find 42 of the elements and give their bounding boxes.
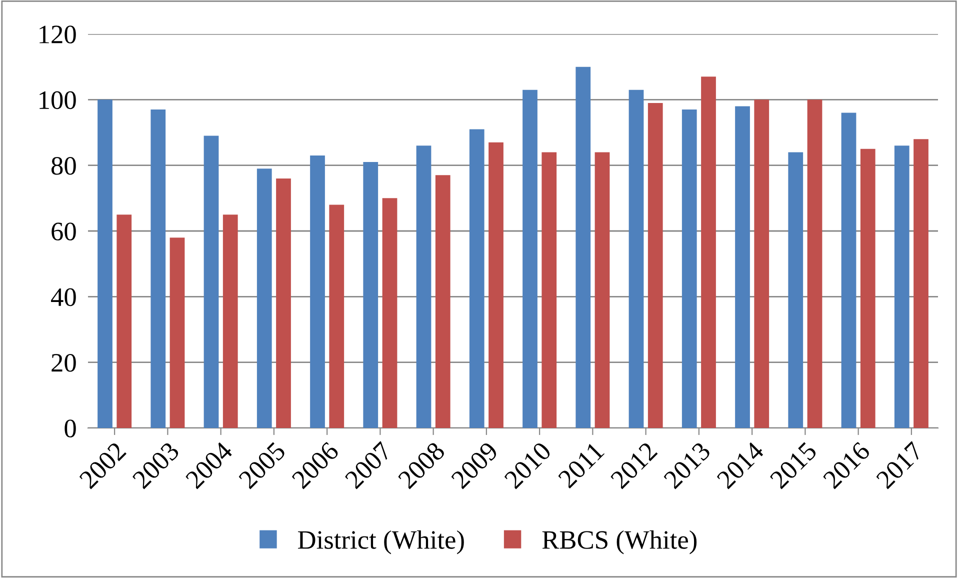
bar bbox=[488, 142, 504, 428]
bar bbox=[542, 152, 557, 428]
bar bbox=[416, 146, 432, 428]
legend-label: RBCS (White) bbox=[542, 530, 697, 554]
bar bbox=[522, 90, 538, 428]
y-tick-label: 40 bbox=[51, 288, 76, 306]
bar bbox=[841, 112, 856, 428]
y-tick-label: 0 bbox=[64, 420, 76, 438]
bar bbox=[222, 214, 238, 428]
y-tick-label: 60 bbox=[52, 222, 76, 240]
bar bbox=[435, 175, 450, 428]
bar bbox=[204, 136, 219, 428]
x-tick-label: 2011 bbox=[557, 441, 605, 489]
bar bbox=[276, 178, 291, 428]
y-tick-label: 80 bbox=[52, 156, 76, 175]
bar bbox=[701, 76, 716, 428]
bar bbox=[860, 148, 876, 428]
y-tick-label: 100 bbox=[40, 91, 76, 110]
bar bbox=[310, 155, 325, 428]
bar bbox=[98, 100, 112, 428]
y-tick-label: 120 bbox=[40, 26, 76, 44]
bar bbox=[682, 110, 697, 428]
bar bbox=[469, 129, 484, 428]
bar bbox=[594, 152, 610, 428]
bar bbox=[628, 90, 644, 428]
bar bbox=[170, 238, 185, 428]
bar bbox=[648, 102, 663, 428]
bar bbox=[807, 100, 822, 428]
y-tick-label: 20 bbox=[52, 354, 76, 372]
bar bbox=[116, 214, 132, 428]
bar bbox=[329, 204, 344, 428]
bar bbox=[894, 146, 910, 428]
bar bbox=[914, 139, 928, 428]
bar bbox=[754, 100, 770, 428]
bar bbox=[256, 168, 272, 428]
bar bbox=[363, 162, 378, 428]
bar bbox=[382, 198, 398, 428]
legend-label: District (White) bbox=[298, 530, 464, 554]
bar bbox=[735, 106, 750, 428]
bar bbox=[788, 152, 804, 428]
bar bbox=[150, 110, 166, 428]
bar bbox=[576, 66, 591, 428]
